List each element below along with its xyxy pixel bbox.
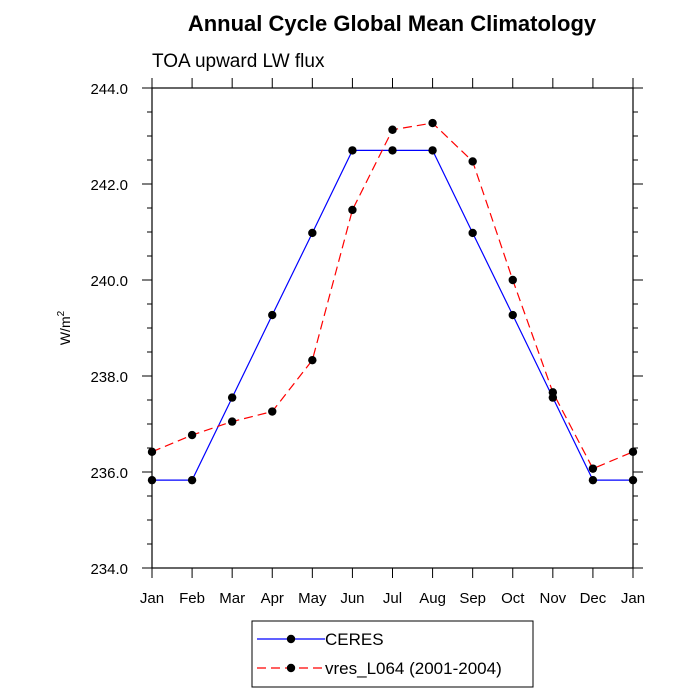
data-point-series-1 bbox=[348, 146, 357, 155]
legend: CERES vres_L064 (2001-2004) bbox=[251, 620, 534, 688]
data-point-series-2 bbox=[227, 417, 237, 426]
legend-label-2: vres_L064 (2001-2004) bbox=[325, 659, 502, 678]
y-axis-label: W/m2 bbox=[56, 310, 73, 345]
plot-frame bbox=[151, 87, 634, 569]
data-point-series-1 bbox=[588, 475, 598, 485]
data-point-series-2 bbox=[628, 447, 638, 457]
x-tick-label: Mar bbox=[219, 590, 245, 607]
data-point-series-2 bbox=[428, 118, 437, 128]
y-tick-label: 244.0 bbox=[90, 81, 128, 98]
legend-label-1: CERES bbox=[325, 630, 384, 649]
legend-box bbox=[251, 620, 534, 688]
y-tick-label: 234.0 bbox=[90, 561, 128, 578]
chart-title: Annual Cycle Global Mean Climatology bbox=[188, 11, 597, 36]
x-tick-label: Apr bbox=[261, 590, 284, 607]
data-point-series-1 bbox=[147, 475, 157, 485]
y-tick-label: 238.0 bbox=[90, 369, 128, 386]
x-tick-label: Feb bbox=[179, 590, 205, 607]
y-axis-label-superscript: 2 bbox=[56, 310, 67, 316]
x-tick-label: Jul bbox=[383, 590, 402, 607]
x-tick-label: Nov bbox=[539, 590, 566, 607]
y-axis-label-text: W/m bbox=[57, 316, 73, 345]
chart-subtitle: TOA upward LW flux bbox=[152, 51, 325, 72]
data-point-series-2 bbox=[187, 430, 197, 440]
data-point-series-2 bbox=[388, 125, 397, 134]
data-point-series-2 bbox=[348, 205, 357, 215]
x-tick-label: Jan bbox=[140, 590, 164, 607]
series-line-1 bbox=[152, 149, 633, 481]
data-point-series-2 bbox=[308, 355, 317, 365]
data-point-series-2 bbox=[468, 157, 477, 166]
data-point-series-2 bbox=[147, 447, 157, 457]
x-tick-label: Dec bbox=[580, 590, 607, 607]
data-point-series-2 bbox=[588, 464, 598, 473]
y-tick-label: 242.0 bbox=[90, 177, 128, 194]
data-point-series-1 bbox=[227, 393, 237, 402]
data-point-series-1 bbox=[508, 310, 517, 320]
y-tick-label: 240.0 bbox=[90, 273, 128, 290]
plot-area: 234.0 236.0 238.0 240.0 242.0 244.0 Jan Feb Mar A… bbox=[90, 78, 645, 607]
data-point-series-1 bbox=[187, 475, 197, 485]
x-tick-label: Jan bbox=[621, 590, 645, 607]
legend-marker-2 bbox=[286, 663, 296, 673]
data-point-series-2 bbox=[548, 388, 558, 397]
data-point-series-1 bbox=[628, 475, 638, 485]
x-tick-label: Jun bbox=[340, 590, 364, 607]
data-point-series-1 bbox=[468, 228, 477, 238]
x-tick-label: May bbox=[298, 590, 327, 607]
legend-marker-1 bbox=[286, 634, 296, 644]
y-tick-label: 236.0 bbox=[90, 465, 128, 482]
series-line-2 bbox=[151, 122, 634, 470]
x-tick-label: Oct bbox=[501, 590, 525, 607]
data-point-series-1 bbox=[388, 146, 397, 155]
data-point-series-2 bbox=[268, 407, 277, 416]
data-point-series-1 bbox=[428, 146, 437, 155]
data-point-series-1 bbox=[308, 228, 317, 238]
data-point-series-2 bbox=[508, 275, 517, 285]
x-tick-label: Sep bbox=[459, 590, 486, 607]
x-tick-label: Aug bbox=[419, 590, 446, 607]
data-point-series-1 bbox=[268, 310, 277, 320]
